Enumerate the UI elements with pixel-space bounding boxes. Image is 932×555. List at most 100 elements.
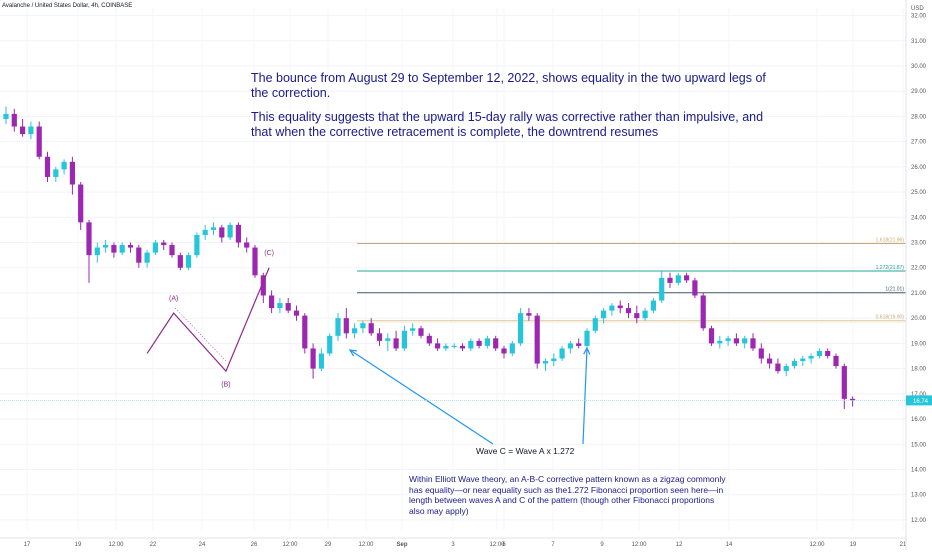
candle — [800, 356, 806, 367]
candle-body — [401, 330, 407, 349]
candle-body — [576, 343, 582, 346]
candle — [816, 348, 822, 359]
candle-body — [800, 358, 806, 362]
candle-body — [69, 161, 75, 185]
candle-body — [675, 275, 681, 283]
arrow-to-wave-a — [348, 349, 494, 445]
candle — [742, 335, 748, 349]
candle-body — [20, 126, 26, 135]
candle-body — [650, 300, 656, 311]
candle — [61, 159, 67, 175]
candle-body — [700, 295, 706, 329]
wave-label: (A) — [169, 296, 178, 303]
candle-body — [127, 245, 134, 248]
candle-body — [808, 356, 814, 359]
candle-body — [816, 350, 822, 356]
candle — [833, 353, 839, 369]
candle-body — [501, 348, 507, 354]
x-tick-label: 3 — [451, 542, 455, 548]
candle-body — [609, 305, 615, 311]
fib-level-label: 1(21.01) — [885, 287, 904, 293]
arrow-shaft — [349, 349, 494, 445]
candle — [518, 308, 524, 346]
candle-body — [667, 277, 673, 283]
candle-body — [210, 227, 217, 230]
candle — [418, 325, 424, 339]
candle — [119, 242, 125, 256]
candle — [592, 315, 598, 334]
candle-body — [327, 335, 333, 354]
candle-body — [451, 345, 457, 347]
arrow-shaft — [582, 347, 588, 445]
candle-body — [484, 338, 490, 346]
candle — [850, 396, 856, 407]
x-tick-label: 26 — [251, 542, 258, 548]
y-tick-label: 24.00 — [911, 215, 927, 221]
fib-level-label: 1.272(21.87) — [876, 265, 905, 271]
candle — [551, 353, 557, 367]
candle-body — [144, 252, 150, 263]
candle — [53, 166, 59, 182]
candle — [277, 298, 283, 314]
candle — [310, 343, 316, 379]
candle-body — [601, 310, 607, 319]
candle-body — [177, 255, 183, 268]
candle-body — [186, 255, 192, 268]
candle — [526, 308, 532, 321]
candle — [783, 363, 789, 377]
y-tick-label: 21.00 — [911, 291, 927, 297]
candle-body — [376, 333, 383, 341]
candle-body — [61, 161, 67, 170]
candle-body — [725, 338, 731, 341]
candle-body — [443, 345, 449, 349]
last-price-label: 16.74 — [913, 399, 929, 405]
arrow-head — [583, 346, 591, 355]
candle — [219, 224, 225, 243]
candle — [318, 348, 324, 372]
candle — [227, 222, 233, 240]
symbol-header: Avalanche / United States Dollar, 4h, CO… — [2, 3, 133, 9]
candle-body — [352, 328, 358, 334]
arrow-head — [348, 349, 358, 357]
candle — [401, 325, 407, 351]
candle — [161, 240, 167, 251]
candle — [111, 242, 117, 258]
candle-body — [642, 310, 648, 319]
y-tick-label: 29.00 — [911, 89, 927, 95]
candle-body — [426, 335, 432, 344]
arrow-to-wave-c — [582, 346, 591, 445]
candle-body — [659, 277, 665, 301]
x-tick-label: 17 — [24, 542, 31, 548]
wave-equality-annotation: Wave C = Wave A x 1.272 — [476, 446, 575, 456]
candle — [725, 335, 731, 346]
candle — [451, 343, 457, 349]
candle-body — [559, 348, 565, 359]
x-tick-label: 19 — [75, 542, 82, 548]
candle — [443, 343, 449, 351]
candle-body — [767, 358, 773, 364]
candle — [177, 252, 183, 271]
wave-label: (C) — [264, 250, 274, 257]
candle-body — [476, 340, 482, 346]
candle-body — [410, 328, 416, 331]
candle-body — [542, 361, 549, 364]
candle — [352, 323, 358, 339]
candle-body — [841, 366, 847, 399]
candle-body — [418, 328, 424, 336]
candle-body — [684, 275, 690, 281]
candle — [327, 333, 333, 356]
y-tick-label: 13.00 — [911, 493, 927, 499]
candle-body — [850, 398, 856, 401]
candle-body — [152, 242, 158, 253]
candle — [44, 151, 51, 182]
y-tick-label: 25.00 — [911, 190, 927, 196]
candle — [393, 330, 399, 351]
candle-body — [260, 275, 266, 296]
candle-body — [717, 340, 723, 344]
y-tick-label: 20.00 — [911, 316, 927, 322]
x-tick-label: 22 — [150, 542, 157, 548]
candle-body — [277, 303, 283, 309]
